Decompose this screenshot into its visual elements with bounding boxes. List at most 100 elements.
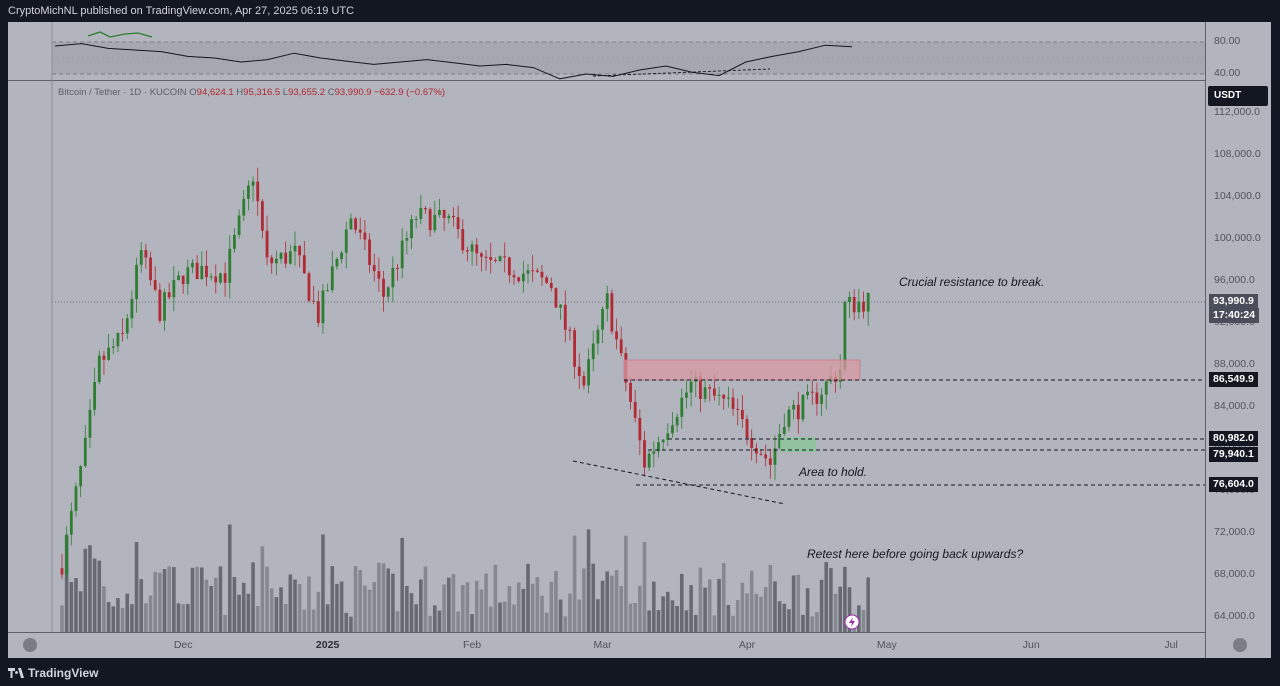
candle-body <box>158 289 162 321</box>
volume-bar <box>721 563 726 632</box>
candle-body <box>209 276 213 278</box>
tradingview-logo[interactable]: TradingView <box>8 666 98 680</box>
candle-body <box>754 448 758 454</box>
price-tick: 64,000.0 <box>1214 609 1255 622</box>
volume-bar <box>162 569 167 632</box>
volume-bar <box>633 602 637 632</box>
volume-bar <box>740 582 745 632</box>
candle-body <box>111 346 115 348</box>
volume-bar <box>544 612 549 632</box>
volume-bar <box>460 585 465 632</box>
volume-bar <box>474 580 479 632</box>
volume-bar <box>204 579 209 632</box>
volume-bar <box>102 586 106 632</box>
candle-body <box>559 304 563 308</box>
candle-body <box>489 257 493 261</box>
legend-c-label: C <box>327 87 335 98</box>
volume-bar <box>521 588 526 632</box>
volume-bar <box>353 566 358 632</box>
footer-bar: TradingView <box>0 660 1280 686</box>
volume-bar <box>749 570 754 632</box>
volume-bar <box>419 579 423 632</box>
candle-body <box>424 208 427 210</box>
tradingview-logo-text: TradingView <box>28 666 99 680</box>
volume-bar <box>433 605 437 632</box>
volume-bar <box>144 603 148 632</box>
volume-bar <box>624 535 628 632</box>
candle-body <box>260 201 264 231</box>
volume-bar <box>391 573 395 632</box>
candle-body <box>731 397 735 409</box>
candle-body <box>195 262 199 280</box>
volume-bar <box>400 537 404 632</box>
legend-symbol: Bitcoin / Tether · 1D · KUCOIN <box>58 87 187 98</box>
candle-body <box>172 280 176 298</box>
candle-body <box>88 409 92 438</box>
candle-body <box>65 534 69 575</box>
volume-bar <box>241 582 246 632</box>
candle-body <box>139 250 143 265</box>
candle-body <box>442 209 446 219</box>
candle-body <box>116 333 120 347</box>
volume-bar <box>628 603 633 632</box>
candle-body <box>540 271 544 278</box>
volume-bar <box>74 578 78 632</box>
volume-bar <box>125 593 130 632</box>
candle-body <box>629 382 632 402</box>
volume-bar <box>824 562 829 632</box>
candle-body <box>344 229 348 253</box>
candle-body <box>675 416 679 426</box>
volume-bar <box>838 586 843 632</box>
volume-bar <box>363 585 367 632</box>
candle-body <box>69 510 73 535</box>
candle-body <box>587 359 590 386</box>
volume-bar <box>381 563 386 632</box>
volume-bar <box>638 585 642 632</box>
quote-unit-badge[interactable]: USDT <box>1208 86 1268 106</box>
candle-body <box>857 301 861 313</box>
volume-bar <box>661 596 665 632</box>
annotation-hold: Area to hold. <box>799 465 868 479</box>
volume-bar <box>763 587 768 632</box>
volume-bar <box>498 602 502 632</box>
candle-body <box>456 217 460 230</box>
volume-bar <box>577 599 582 632</box>
candle-body <box>302 255 306 274</box>
candle-body <box>242 198 246 216</box>
volume-bar <box>218 566 223 632</box>
volume-bar <box>442 584 446 632</box>
candle-body <box>293 245 297 252</box>
candle-body <box>647 453 651 468</box>
tradingview-logo-icon <box>8 668 24 678</box>
volume-bar <box>530 583 535 632</box>
candle-body <box>573 330 576 367</box>
volume-bar <box>605 571 610 632</box>
volume-bar <box>502 601 507 632</box>
volume-bar <box>679 573 684 632</box>
candle-body <box>652 451 656 454</box>
volume-bar <box>451 574 456 632</box>
candle-body <box>228 248 232 283</box>
legend-change: −632.9 (−0.67%) <box>374 87 445 98</box>
candle-body <box>400 240 404 269</box>
candle-body <box>466 250 469 252</box>
chart-frame[interactable] <box>8 22 1271 658</box>
time-tick: Dec <box>173 639 193 651</box>
candle-body <box>270 257 274 264</box>
candle-body <box>461 229 465 251</box>
candle-body <box>321 290 325 324</box>
publish-header: CryptoMichNL published on TradingView.co… <box>0 0 1280 22</box>
candle-body <box>452 215 455 218</box>
candle-body <box>447 215 451 219</box>
volume-bar <box>558 599 563 632</box>
volume-bar <box>796 574 801 632</box>
volume-bar <box>703 587 707 632</box>
volume-bar <box>777 601 782 632</box>
volume-bar <box>367 589 372 632</box>
candle-body <box>750 438 754 449</box>
candle-body <box>619 339 623 354</box>
volume-bar <box>833 593 838 632</box>
candle-body <box>251 181 255 186</box>
volume-bar <box>428 615 432 632</box>
